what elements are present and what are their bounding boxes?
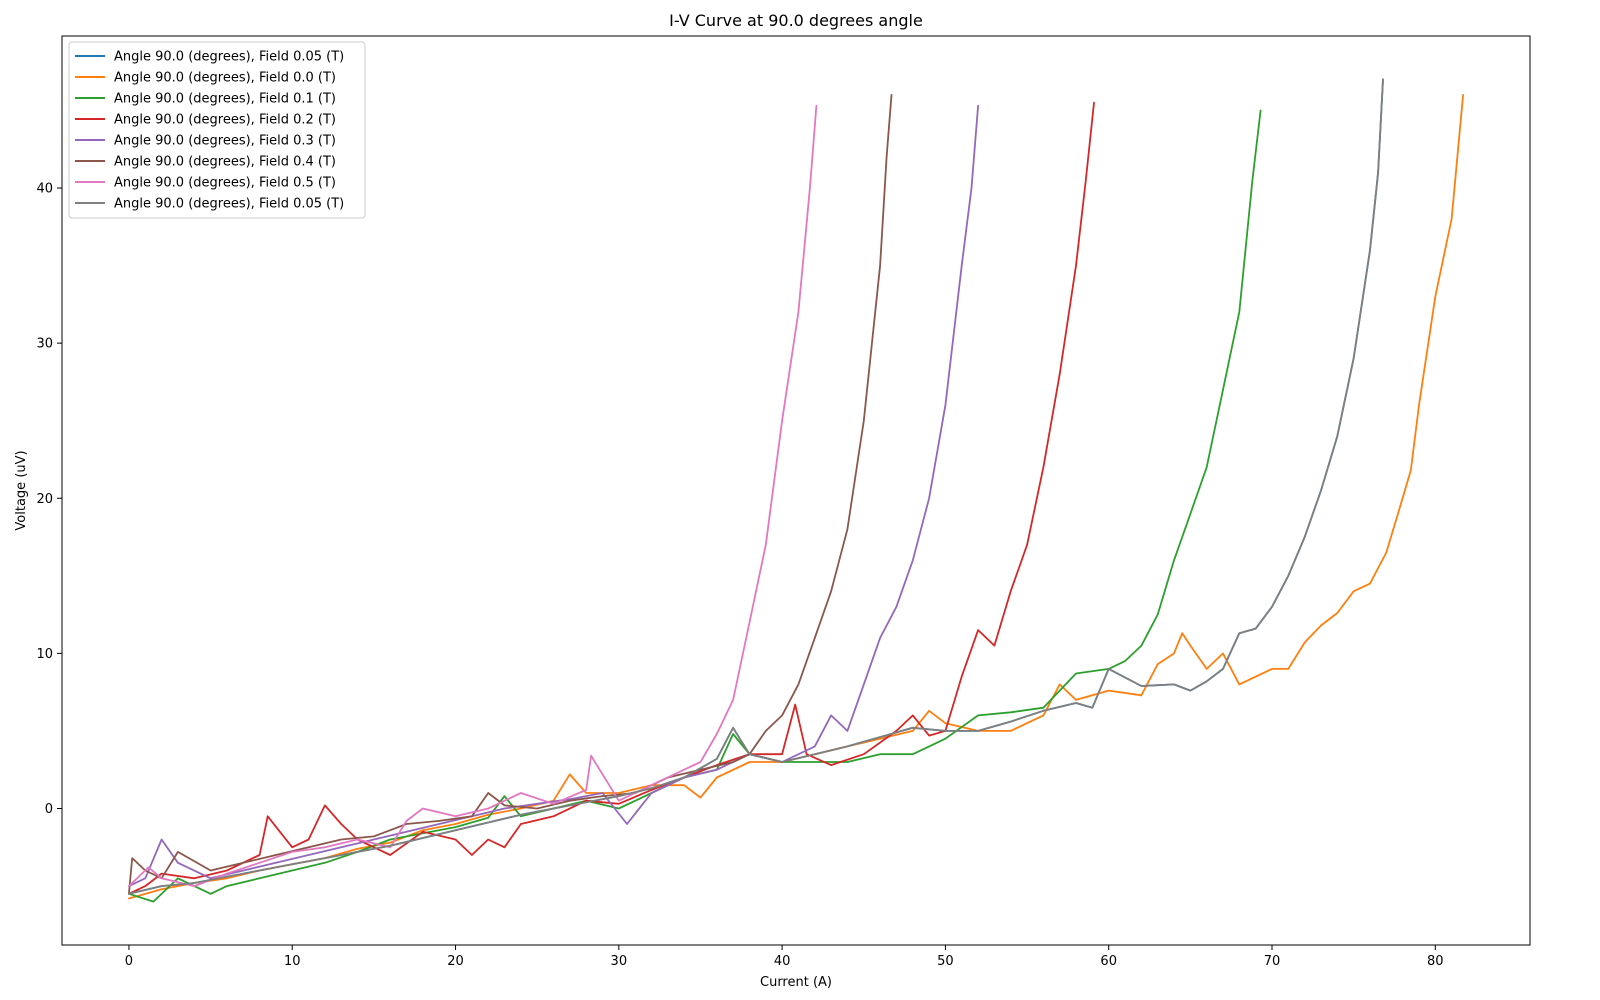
y-tick-label: 30 — [36, 337, 53, 352]
series-line-8 — [128, 78, 1384, 895]
x-tick-label: 60 — [1100, 954, 1117, 969]
x-tick-label: 0 — [125, 954, 133, 969]
legend-label: Angle 90.0 (degrees), Field 0.0 (T) — [114, 71, 336, 86]
x-tick-label: 20 — [447, 954, 464, 969]
series-line-4 — [128, 101, 1095, 895]
y-axis: 0 10 20 30 40 — [36, 182, 62, 817]
legend: Angle 90.0 (degrees), Field 0.05 (T) Angl… — [68, 41, 366, 219]
legend-label: Angle 90.0 (degrees), Field 0.2 (T) — [114, 113, 336, 128]
x-tick-label: 50 — [937, 954, 954, 969]
x-tick-label: 30 — [611, 954, 628, 969]
y-tick-label: 0 — [45, 802, 53, 817]
plot-area — [61, 35, 1531, 946]
legend-box — [68, 41, 366, 219]
y-tick-label: 40 — [36, 182, 53, 197]
series-line-7 — [128, 104, 818, 887]
series-line-3 — [128, 109, 1262, 903]
axes-frame — [61, 35, 1531, 946]
x-axis-title: Current (A) — [760, 975, 832, 990]
legend-label: Angle 90.0 (degrees), Field 0.05 (T) — [114, 197, 344, 212]
legend-label: Angle 90.0 (degrees), Field 0.5 (T) — [114, 176, 336, 191]
x-axis: 0 10 20 30 40 50 60 70 80 — [125, 945, 1444, 969]
y-tick-label: 20 — [36, 492, 53, 507]
x-tick-label: 70 — [1264, 954, 1281, 969]
x-tick-label: 80 — [1427, 954, 1444, 969]
y-axis-title: Voltage (uV) — [14, 450, 29, 530]
legend-label: Angle 90.0 (degrees), Field 0.05 (T) — [114, 50, 344, 65]
legend-label: Angle 90.0 (degrees), Field 0.4 (T) — [114, 155, 336, 170]
legend-label: Angle 90.0 (degrees), Field 0.3 (T) — [114, 134, 336, 149]
series-line-2 — [128, 94, 1464, 900]
x-tick-label: 10 — [284, 954, 301, 969]
y-tick-label: 10 — [36, 647, 53, 662]
series-line-5 — [128, 104, 979, 887]
chart-title: I-V Curve at 90.0 degrees angle — [669, 11, 923, 30]
legend-label: Angle 90.0 (degrees), Field 0.1 (T) — [114, 92, 336, 107]
x-tick-label: 40 — [774, 954, 791, 969]
